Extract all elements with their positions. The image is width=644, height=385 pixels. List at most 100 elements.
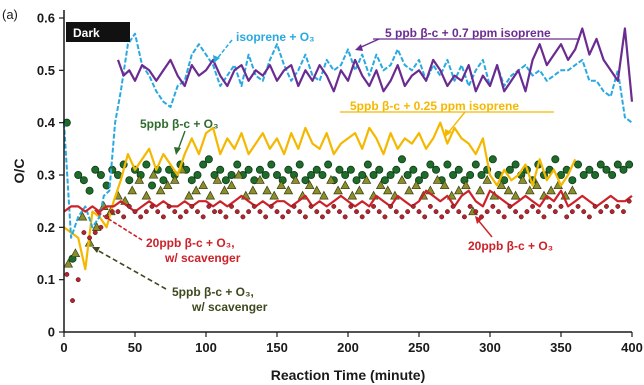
series-beta5-o3-point bbox=[295, 160, 304, 169]
series-beta5-o3-scav-point bbox=[212, 174, 223, 184]
series-beta5-o3-scav-point bbox=[510, 190, 521, 200]
y-tick-label: 0.6 bbox=[37, 11, 55, 26]
series-beta5-o3-scav-point bbox=[141, 190, 152, 200]
series-beta5-o3-point bbox=[602, 165, 611, 174]
series-beta5-o3-scav-point bbox=[525, 185, 535, 195]
series-beta5-o3-scav-point bbox=[347, 190, 358, 200]
annotation-yellow-text: 5ppb β-c + 0.25 ppm isoprene bbox=[350, 99, 519, 113]
series-beta5-o3-scav-point bbox=[191, 185, 201, 195]
series-beta20-o3-scav-point bbox=[433, 209, 439, 215]
series-beta5-o3-scav-point bbox=[446, 190, 457, 200]
series-beta20-o3-scav-point bbox=[195, 209, 200, 215]
series-beta5-o3-point bbox=[568, 176, 577, 185]
annotation-red: 20ppb β-c + O₃ bbox=[468, 216, 553, 253]
series-beta5-o3-scav-point bbox=[63, 258, 74, 268]
series-beta20-o3-scav-point bbox=[507, 203, 513, 209]
series-beta20-o3-scav-point bbox=[98, 224, 104, 230]
series-beta20-o3-scav-point bbox=[518, 214, 524, 220]
series-beta5-o3-point bbox=[420, 170, 429, 179]
series-beta20-o3-scav-point bbox=[132, 209, 138, 215]
annotation-isoprene-arrowhead bbox=[213, 55, 220, 63]
series-beta20-o3-scav-point bbox=[189, 203, 195, 209]
series-beta5-o3-scav-point bbox=[155, 185, 166, 195]
series-beta5-iso025-line bbox=[63, 121, 577, 271]
series-beta20-o3-scav-point bbox=[143, 209, 149, 215]
annotation-purple: 5 ppb β-c + 0.7 ppm isoprene bbox=[355, 26, 580, 51]
series-beta5-o3-point bbox=[414, 176, 423, 185]
series-beta5-o3-point bbox=[210, 170, 219, 179]
series-beta20-o3-scav-point bbox=[552, 209, 558, 215]
series-beta5-o3-scav-point bbox=[226, 180, 237, 190]
series-beta20-o3-scav-point bbox=[240, 214, 246, 220]
series-beta5-o3-point bbox=[233, 160, 242, 169]
series-beta5-o3-point bbox=[74, 170, 83, 179]
series-beta20-o3-scav-point bbox=[388, 203, 394, 209]
series-beta5-o3-point bbox=[221, 176, 230, 185]
series-beta20-o3-scav-point bbox=[172, 209, 178, 215]
series-beta5-o3-point bbox=[579, 170, 588, 179]
series-isoprene-o3-line bbox=[63, 32, 633, 239]
series-beta5-o3-point bbox=[386, 170, 395, 179]
series-beta20-o3-scav-point bbox=[64, 271, 70, 277]
series-beta5-o3-point bbox=[352, 176, 361, 185]
series-beta20-o3-scav-point bbox=[535, 209, 541, 215]
series-beta5-o3-scav-point bbox=[567, 185, 578, 195]
y-tick-label: 0 bbox=[48, 325, 55, 340]
y-tick-label: 0.3 bbox=[37, 168, 55, 183]
series-beta5-o3-scav-point bbox=[532, 180, 542, 190]
annotation-red-arrowhead bbox=[475, 216, 482, 224]
series-beta20-o3-scav-point bbox=[246, 209, 252, 215]
annotation-yellow: 5ppb β-c + 0.25 ppm isoprene bbox=[340, 99, 554, 137]
series-beta5-o3-scav-point bbox=[205, 190, 216, 200]
series-beta5-o3-scav-point bbox=[248, 185, 258, 195]
annotation-red-scavenger-arrow bbox=[98, 212, 143, 241]
series-beta20-o3-scav-point bbox=[217, 209, 223, 215]
series-beta5-o3-point bbox=[409, 165, 418, 174]
series-beta20-o3-scav-point bbox=[177, 214, 183, 220]
y-tick-label: 0.2 bbox=[37, 220, 55, 235]
series-beta5-o3-point bbox=[380, 176, 389, 185]
series-beta5-o3-point bbox=[443, 160, 452, 169]
series-beta5-o3-point bbox=[363, 160, 372, 169]
series-beta20-o3-scav-point bbox=[121, 214, 127, 220]
series-beta20-o3-scav-point bbox=[223, 214, 229, 220]
series-beta20-o3-scav-point bbox=[75, 277, 81, 283]
series-beta5-o3-point bbox=[397, 155, 406, 164]
series-beta5-o3-scav-point bbox=[77, 211, 88, 221]
series-beta5-o3-scav-point bbox=[333, 185, 343, 195]
series-beta5-o3-point bbox=[148, 181, 157, 190]
series-beta20-o3-scav-point bbox=[569, 209, 575, 215]
series-beta5-o3-scav-point bbox=[198, 180, 208, 190]
x-axis-label: Reaction Time (minute) bbox=[271, 367, 426, 383]
condition-badge: Dark bbox=[66, 22, 130, 42]
series-beta5-o3-point bbox=[551, 155, 560, 164]
series-beta20-o3-scav-point bbox=[581, 209, 587, 215]
annotation-red-scavenger-line2: w/ scavenger bbox=[164, 251, 241, 265]
series-beta20-o3-scav-point bbox=[115, 209, 121, 215]
series-beta20-o3-scav-point bbox=[302, 214, 308, 220]
series-beta20-o3-scav-point bbox=[87, 235, 93, 241]
series-beta5-o3-point bbox=[108, 165, 117, 174]
series-beta20-o3-scav-point bbox=[297, 209, 303, 215]
series-beta5-o3-point bbox=[625, 160, 634, 169]
series-beta5-o3-scav-point bbox=[546, 185, 556, 195]
series-beta20-o3-scav-point bbox=[81, 230, 87, 236]
series-beta20-o3-scav-point bbox=[524, 209, 530, 215]
series-beta20-o3-scav-point bbox=[450, 203, 456, 209]
x-tick-label: 50 bbox=[128, 340, 142, 355]
series-beta5-o3-scav-point bbox=[70, 248, 81, 258]
series-beta5-o3-point bbox=[488, 155, 497, 164]
series-beta5-o3-scav-point bbox=[219, 185, 230, 195]
annotation-red-scavenger-arrowhead bbox=[94, 210, 102, 216]
series-beta20-o3-scav-point bbox=[138, 214, 144, 220]
ticks-layer: 0 50 100 150 200 250 300 350 400 0 0.1 0.2 0.3 0.4 0.5… bbox=[37, 11, 643, 356]
annotation-red-scavenger: 20ppb β-c + O₃, w/ scavenger bbox=[94, 210, 241, 265]
series-beta20-o3-scav-point bbox=[337, 209, 342, 215]
series-beta20-o3-scav-point bbox=[331, 203, 337, 209]
series-beta20-o3-scav-point bbox=[444, 209, 450, 215]
x-tick-label: 150 bbox=[266, 340, 288, 355]
series-beta5-o3-point bbox=[449, 170, 458, 179]
series-beta20-o3-scav-point bbox=[149, 203, 155, 209]
annotation-green-arrow bbox=[177, 130, 186, 151]
series-beta20-o3-scav-point bbox=[200, 214, 206, 220]
